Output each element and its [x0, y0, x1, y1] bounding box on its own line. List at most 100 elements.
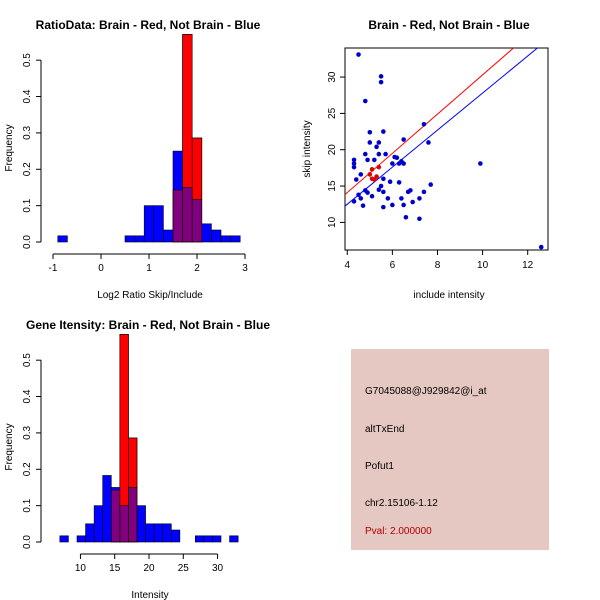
scatter-y-tick-label-0: 10	[327, 216, 338, 228]
ratio-bar-brain-top-2	[191, 137, 203, 200]
ratio-bar-not-brain-12	[230, 235, 241, 243]
ratio-y-tick-label-4: 0.4	[22, 89, 33, 103]
ratio-histogram-xlabel: Log2 Ratio Skip/Include	[97, 290, 203, 301]
scatter-point-not-brain-6	[356, 192, 361, 198]
scatter-point-not-brain-50	[369, 193, 375, 199]
intensity-bar-not-brain-9	[145, 523, 155, 543]
intensity-bar-not-brain-10	[153, 523, 164, 543]
ratio-bar-brain-0	[172, 189, 183, 243]
ratio-bar-not-brain-10	[211, 229, 222, 243]
scatter-point-not-brain-36	[401, 202, 406, 208]
intensity-bar-not-brain-15	[212, 535, 222, 543]
scatter-point-not-brain-46	[401, 161, 406, 166]
scatter-y-tick-label-2: 20	[327, 144, 338, 156]
scatter-point-not-brain-7	[358, 196, 364, 201]
genomic-location-label: chr2.15106-1.12	[365, 498, 438, 509]
intensity-x-tick-label-1: 15	[109, 563, 121, 574]
regression-line-brain	[345, 48, 515, 195]
ratio-bar-not-brain-0	[57, 235, 68, 243]
scatter-x-tick-label-1: 6	[390, 260, 396, 271]
scatter-point-brain-1	[369, 167, 375, 172]
ratio-y-tick-label-0: 0.0	[22, 235, 33, 249]
ratio-histogram-ylabel: Frequency	[4, 124, 15, 171]
intensity-scatter: Brain - Red, Not Brain - Blue 4 6 8 10 12 10 1…	[302, 18, 549, 301]
probe-id-label: G7045088@J929842@i_at	[365, 386, 487, 397]
scatter-point-not-brain-3	[351, 164, 357, 170]
ratio-bar-not-brain-11	[220, 235, 231, 243]
ratio-bar-brain-top-1	[182, 34, 193, 188]
scatter-point-not-brain-49	[381, 204, 386, 210]
intensity-bar-brain-top-2	[128, 437, 138, 488]
intensity-histogram: Gene Itensity: Brain - Red, Not Brain - …	[4, 318, 270, 600]
scatter-point-brain-5	[369, 176, 375, 182]
ratio-bar-not-brain-2	[134, 235, 145, 243]
scatter-point-not-brain-1	[351, 161, 357, 166]
scatter-point-not-brain-47	[401, 137, 406, 142]
intensity-x-tick-label-0: 10	[75, 563, 87, 574]
scatter-point-not-brain-12	[367, 140, 373, 145]
scatter-point-not-brain-0	[356, 52, 361, 57]
scatter-point-not-brain-54	[478, 161, 483, 166]
ratio-histogram-title: RatioData: Brain - Red, Not Brain - Blue	[36, 18, 261, 32]
scatter-x-tick-label-0: 4	[344, 260, 350, 271]
intensity-y-tick-label-4: 0.4	[22, 389, 33, 403]
ratio-x-tick-label-1: 0	[98, 263, 104, 274]
ratio-bar-not-brain-3	[143, 205, 155, 243]
ratio-y-tick-label-5: 0.5	[22, 53, 33, 67]
scatter-point-not-brain-13	[367, 129, 373, 135]
intensity-bar-not-brain-16	[229, 535, 239, 543]
gene-name-label: Pofut1	[365, 461, 394, 472]
intensity-bar-not-brain-12	[170, 529, 181, 543]
scatter-point-not-brain-4	[353, 177, 359, 182]
scatter-point-not-brain-26	[385, 196, 391, 201]
scatter-point-brain-0	[367, 172, 373, 177]
ratio-bar-not-brain-5	[163, 229, 174, 243]
scatter-point-not-brain-22	[383, 151, 388, 157]
ratio-x-tick-label-3: 2	[194, 263, 200, 274]
ratio-bar-not-brain-1	[124, 235, 135, 243]
scatter-point-not-brain-21	[381, 176, 386, 182]
intensity-bar-not-brain-11	[162, 523, 172, 543]
ratio-y-tick-label-3: 0.3	[22, 126, 33, 140]
ratio-y-tick-label-2: 0.2	[22, 162, 33, 176]
scatter-point-not-brain-45	[426, 140, 431, 145]
pval-label: Pval: 2.000000	[365, 526, 432, 537]
intensity-bar-not-brain-1	[76, 535, 86, 543]
intensity-y-tick-label-2: 0.2	[22, 462, 33, 476]
scatter-point-not-brain-38	[408, 188, 413, 193]
scatter-point-not-brain-44	[421, 121, 427, 127]
scatter-point-not-brain-20	[381, 129, 386, 134]
ratio-histogram: RatioData: Brain - Red, Not Brain - Blue…	[4, 18, 261, 301]
scatter-y-tick-label-3: 25	[327, 107, 338, 119]
scatter-point-not-brain-16	[376, 140, 382, 145]
scatter-point-not-brain-19	[378, 79, 384, 85]
scatter-point-not-brain-9	[365, 157, 370, 163]
scatter-point-not-brain-28	[390, 161, 395, 166]
intensity-x-tick-label-2: 20	[143, 563, 155, 574]
regression-line-not-brain	[345, 48, 539, 207]
scatter-point-not-brain-10	[363, 151, 368, 157]
scatter-point-not-brain-34	[399, 196, 404, 201]
intensity-bar-not-brain-2	[85, 523, 95, 543]
scatter-point-not-brain-24	[376, 187, 382, 192]
scatter-xlabel: include intensity	[413, 290, 484, 301]
intensity-bar-brain-top-1	[119, 334, 129, 506]
scatter-point-not-brain-41	[417, 216, 422, 222]
scatter-point-not-brain-48	[390, 202, 395, 208]
scatter-point-not-brain-2	[351, 157, 357, 163]
scatter-point-not-brain-18	[378, 74, 384, 79]
intensity-bar-not-brain-14	[203, 535, 213, 543]
scatter-point-not-brain-33	[396, 180, 402, 185]
intensity-bar-brain-0	[110, 489, 121, 543]
probe-info-panel: G7045088@J929842@i_at altTxEnd Pofut1 ch…	[351, 349, 549, 550]
intensity-x-tick-label-4: 30	[212, 563, 224, 574]
scatter-x-tick-label-2: 8	[435, 260, 441, 271]
scatter-point-not-brain-53	[360, 203, 366, 208]
scatter-point-not-brain-15	[376, 151, 382, 157]
intensity-histogram-title: Gene Itensity: Brain - Red, Not Brain - …	[26, 318, 270, 332]
intensity-histogram-xlabel: Intensity	[131, 590, 168, 600]
scatter-point-not-brain-52	[358, 172, 364, 177]
ratio-bar-not-brain-4	[153, 205, 164, 243]
scatter-x-tick-label-3: 10	[477, 260, 489, 271]
intensity-bar-not-brain-4	[102, 475, 112, 543]
